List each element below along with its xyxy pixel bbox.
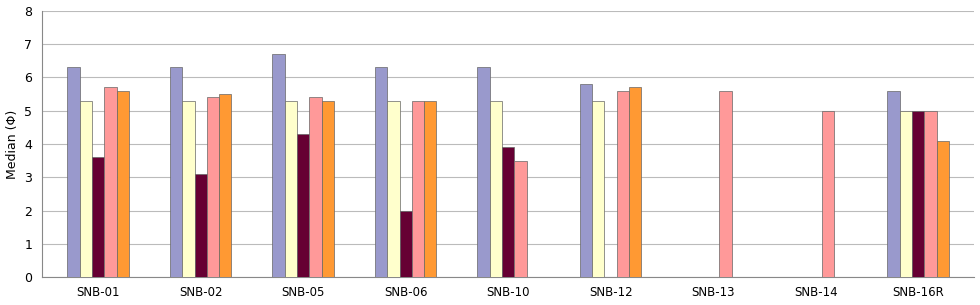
Bar [900,111,912,278]
Bar [207,97,220,278]
Bar [502,147,514,278]
Bar [616,91,629,278]
Bar [170,67,182,278]
Bar [375,67,387,278]
Bar [924,111,937,278]
Bar [592,101,605,278]
Bar [310,97,321,278]
Bar [182,101,195,278]
Bar [387,101,400,278]
Bar [580,84,592,278]
Bar [822,111,834,278]
Bar [477,67,490,278]
Bar [514,161,526,278]
Bar [104,87,117,278]
Bar [220,94,231,278]
Bar [937,141,949,278]
Bar [285,101,297,278]
Bar [629,87,641,278]
Bar [490,101,502,278]
Bar [117,91,129,278]
Bar [887,91,900,278]
Bar [272,54,285,278]
Bar [400,211,412,278]
Bar [412,101,424,278]
Bar [297,134,310,278]
Bar [68,67,79,278]
Bar [92,157,104,278]
Bar [321,101,334,278]
Y-axis label: Median (Φ): Median (Φ) [6,109,19,179]
Bar [79,101,92,278]
Bar [719,91,731,278]
Bar [195,174,207,278]
Bar [424,101,436,278]
Bar [912,111,924,278]
